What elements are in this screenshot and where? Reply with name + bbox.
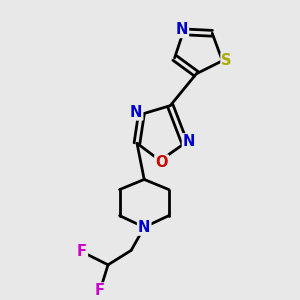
Text: N: N bbox=[176, 22, 188, 37]
Text: F: F bbox=[94, 284, 104, 298]
Text: F: F bbox=[77, 244, 87, 259]
Text: N: N bbox=[183, 134, 195, 149]
Text: N: N bbox=[130, 104, 142, 119]
Text: S: S bbox=[221, 53, 232, 68]
Text: N: N bbox=[138, 220, 150, 235]
Text: O: O bbox=[155, 155, 168, 170]
